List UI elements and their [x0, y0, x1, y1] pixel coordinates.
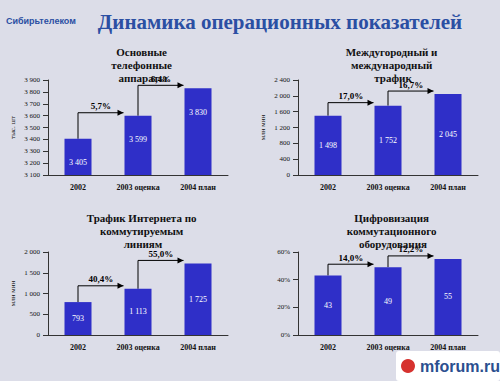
svg-text:2 000: 2 000 — [24, 248, 40, 256]
svg-text:2 400: 2 400 — [274, 76, 290, 84]
svg-text:3 599: 3 599 — [129, 135, 147, 144]
svg-text:1 752: 1 752 — [379, 136, 397, 145]
svg-text:3 300: 3 300 — [24, 147, 40, 155]
svg-text:3 830: 3 830 — [189, 108, 207, 117]
svg-text:млн мин: млн мин — [9, 281, 17, 307]
svg-text:Динамика операционных показате: Динамика операционных показателей — [98, 10, 462, 34]
svg-text:1 200: 1 200 — [274, 124, 290, 132]
svg-text:400: 400 — [280, 155, 291, 163]
svg-text:аппараты: аппараты — [119, 72, 168, 84]
svg-text:793: 793 — [72, 314, 84, 323]
svg-text:2004 план: 2004 план — [180, 183, 216, 192]
svg-text:2004 план: 2004 план — [180, 343, 216, 352]
svg-text:800: 800 — [280, 139, 291, 147]
svg-text:0: 0 — [287, 171, 291, 179]
svg-text:1 113: 1 113 — [129, 307, 147, 316]
svg-text:0: 0 — [37, 331, 41, 339]
svg-text:5,7%: 5,7% — [91, 101, 111, 111]
svg-text:оборудования: оборудования — [359, 238, 427, 250]
svg-text:1 498: 1 498 — [319, 141, 337, 150]
svg-text:коммутируемым: коммутируемым — [100, 225, 186, 237]
svg-text:2002: 2002 — [70, 183, 86, 192]
svg-text:2002: 2002 — [70, 343, 86, 352]
svg-text:2 045: 2 045 — [439, 130, 457, 139]
svg-text:mforum.ru: mforum.ru — [420, 358, 500, 375]
svg-text:2004 план: 2004 план — [430, 183, 466, 192]
svg-text:2002: 2002 — [320, 183, 336, 192]
svg-text:3 600: 3 600 — [24, 112, 40, 120]
svg-text:телефонные: телефонные — [111, 59, 174, 71]
svg-text:3 900: 3 900 — [24, 76, 40, 84]
svg-text:2003 оценка: 2003 оценка — [366, 183, 409, 192]
svg-text:55: 55 — [444, 292, 452, 301]
svg-text:43: 43 — [324, 301, 332, 310]
svg-text:2003 оценка: 2003 оценка — [116, 343, 159, 352]
svg-text:3 800: 3 800 — [24, 88, 40, 96]
svg-text:3 100: 3 100 — [24, 171, 40, 179]
svg-text:3 200: 3 200 — [24, 159, 40, 167]
svg-text:1 000: 1 000 — [24, 290, 40, 298]
svg-text:трафик: трафик — [374, 72, 412, 84]
svg-text:16,7%: 16,7% — [398, 79, 424, 90]
svg-text:Основные: Основные — [116, 46, 170, 58]
svg-text:2003 оценка: 2003 оценка — [116, 183, 159, 192]
svg-text:2002: 2002 — [320, 343, 336, 352]
svg-text:3 500: 3 500 — [24, 124, 40, 132]
svg-text:международный: международный — [351, 59, 435, 71]
svg-text:Трафик Интернета по: Трафик Интернета по — [87, 212, 199, 224]
svg-text:20%: 20% — [277, 303, 290, 311]
svg-text:Сибирьтелеком: Сибирьтелеком — [6, 16, 76, 26]
svg-text:14,0%: 14,0% — [338, 253, 363, 263]
svg-text:тыс. шт: тыс. шт — [9, 116, 17, 139]
svg-text:Цифровизация: Цифровизация — [354, 212, 431, 224]
svg-text:1 725: 1 725 — [189, 295, 207, 304]
svg-text:млн мин: млн мин — [259, 115, 267, 141]
svg-text:40%: 40% — [277, 276, 290, 284]
svg-text:Междугородный и: Междугородный и — [346, 46, 440, 58]
svg-text:55,0%: 55,0% — [148, 249, 173, 259]
svg-text:линиям: линиям — [124, 238, 163, 250]
svg-text:60%: 60% — [277, 248, 290, 256]
svg-text:коммутационного: коммутационного — [347, 225, 439, 237]
svg-text:2003 оценка: 2003 оценка — [366, 343, 409, 352]
svg-text:3 405: 3 405 — [69, 158, 87, 167]
svg-text:3 700: 3 700 — [24, 100, 40, 108]
svg-text:1 500: 1 500 — [24, 269, 40, 277]
svg-text:2 000: 2 000 — [274, 92, 290, 100]
svg-text:0%: 0% — [281, 331, 291, 339]
svg-text:2004 план: 2004 план — [430, 343, 466, 352]
svg-text:40,4%: 40,4% — [88, 274, 113, 284]
svg-text:500: 500 — [30, 310, 41, 318]
svg-text:49: 49 — [384, 297, 392, 306]
svg-text:1 600: 1 600 — [274, 108, 290, 116]
svg-text:17,0%: 17,0% — [338, 91, 363, 101]
svg-text:3 400: 3 400 — [24, 135, 40, 143]
